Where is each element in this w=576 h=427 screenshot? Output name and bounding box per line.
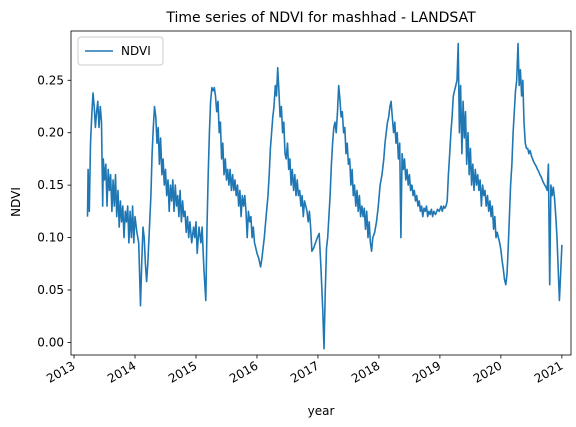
y-tick-label: 0.20 [37,126,64,140]
legend-label-ndvi: NDVI [121,44,151,58]
chart-title: Time series of NDVI for mashhad - LANDSA… [165,10,476,26]
data-layer [86,42,563,350]
y-tick-label: 0.00 [37,335,64,349]
y-axis-label: NDVI [9,187,23,217]
y-tick-label: 0.15 [37,178,64,192]
y-axis-ticks: 0.00 0.05 0.10 0.15 0.20 0.25 [37,73,71,349]
y-tick-label: 0.10 [37,231,64,245]
legend-box [77,36,164,66]
y-tick-label: 0.25 [37,73,64,87]
legend: NDVI [77,36,164,66]
y-tick-label: 0.05 [37,283,64,297]
x-axis-label: year [308,404,335,418]
series-line-ndvi [86,42,563,350]
plot-area: 2013 2014 2015 2016 2017 2018 2019 2020 2021 0.0… [37,30,572,386]
plot-frame [70,30,572,356]
